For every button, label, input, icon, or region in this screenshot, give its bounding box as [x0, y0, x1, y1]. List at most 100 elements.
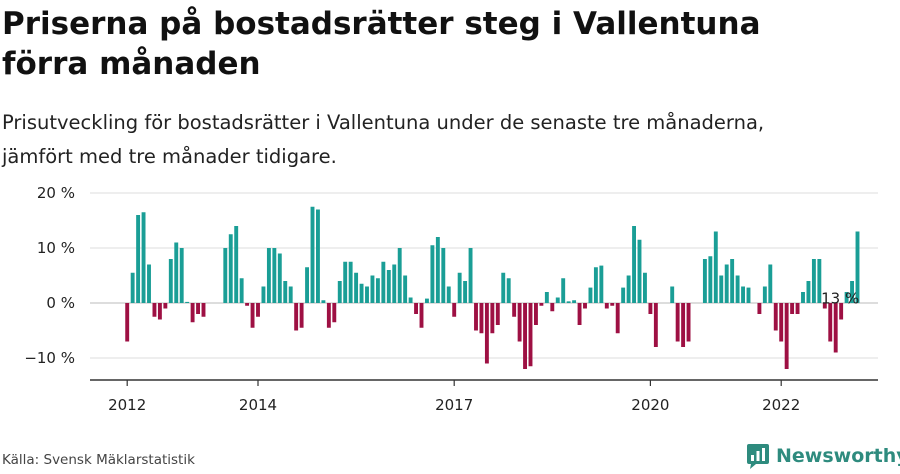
bar [534, 303, 538, 325]
x-tick-label: 2020 [631, 396, 669, 414]
bar [550, 303, 555, 312]
bar [741, 286, 745, 303]
bar [555, 297, 560, 303]
bar [762, 286, 767, 303]
bar [168, 259, 173, 303]
bar [566, 301, 571, 303]
y-tick-label: −10 % [24, 349, 75, 367]
bar [185, 301, 190, 303]
newsworthy-icon [747, 444, 769, 469]
bar [588, 287, 593, 303]
bar [343, 261, 348, 303]
bar [713, 231, 718, 303]
bar [828, 303, 833, 342]
bar [463, 281, 468, 303]
bar [850, 281, 854, 303]
bar [468, 248, 473, 303]
bar [773, 303, 778, 331]
bar [452, 303, 457, 317]
bar [147, 264, 151, 303]
bar [125, 303, 130, 342]
latest-value-label: 13 % [821, 290, 859, 308]
bar [621, 287, 626, 303]
bar [446, 286, 451, 303]
bar [495, 303, 500, 325]
bar [414, 303, 418, 314]
bar [501, 272, 506, 303]
y-tick-label: 20 % [37, 184, 75, 202]
bar [157, 303, 162, 320]
bar [283, 281, 288, 303]
bar [561, 278, 566, 303]
bar [523, 303, 527, 369]
bar [266, 248, 271, 303]
bar [316, 209, 320, 303]
bar [136, 215, 141, 303]
bar [152, 303, 157, 317]
bar [512, 303, 517, 317]
y-tick-label: 10 % [37, 239, 75, 257]
source-note: Källa: Svensk Mäklarstatistik [2, 452, 195, 468]
bar [326, 303, 331, 328]
bar [419, 303, 424, 328]
chart-subtitle: Prisutveckling för bostadsrätter i Valle… [2, 106, 892, 174]
bar [305, 267, 309, 303]
bar [435, 237, 440, 303]
bar [256, 303, 260, 317]
bar [615, 303, 620, 334]
bar [653, 303, 658, 347]
bar [179, 248, 184, 303]
bar [337, 281, 342, 303]
bar [719, 275, 724, 303]
bar [517, 303, 522, 342]
bar [833, 303, 838, 353]
y-tick-label: 0 % [46, 294, 75, 312]
bar [795, 303, 800, 314]
bar [365, 286, 369, 303]
bar [441, 248, 446, 303]
bar [397, 248, 402, 303]
bar [163, 303, 168, 309]
x-tick-label: 2022 [762, 396, 800, 414]
bar [806, 281, 811, 303]
newsworthy-logo: Newsworthy [746, 442, 900, 470]
bar [223, 248, 228, 303]
bar [250, 303, 255, 328]
bar [484, 303, 489, 364]
x-tick-label: 2012 [108, 396, 146, 414]
bar [425, 298, 429, 303]
bar [572, 300, 577, 303]
bar [239, 278, 244, 303]
bar [593, 267, 598, 303]
bar [686, 303, 691, 342]
bar [790, 303, 795, 314]
bar [801, 292, 805, 303]
brand-name: Newsworthy [776, 445, 900, 467]
x-tick-label: 2017 [435, 396, 473, 414]
bar [174, 242, 179, 303]
bar [702, 259, 707, 303]
bar [370, 275, 375, 303]
bar [201, 303, 206, 317]
bar [332, 303, 337, 323]
bar [277, 253, 282, 303]
bar [768, 264, 773, 303]
bar [610, 303, 615, 306]
bar [626, 275, 631, 303]
bar [321, 300, 326, 303]
bar [490, 303, 495, 334]
bar [294, 303, 299, 331]
bar [746, 287, 751, 303]
bar [386, 270, 391, 303]
bar [724, 264, 729, 303]
bar [670, 286, 675, 303]
bar [811, 259, 816, 303]
bar [604, 303, 609, 309]
subtitle-line-1: Prisutveckling för bostadsrätter i Valle… [2, 111, 765, 134]
bar [403, 275, 408, 303]
bar [474, 303, 478, 331]
bar [288, 286, 293, 303]
x-tick-label: 2014 [239, 396, 277, 414]
bar [735, 275, 740, 303]
bar [234, 226, 239, 303]
